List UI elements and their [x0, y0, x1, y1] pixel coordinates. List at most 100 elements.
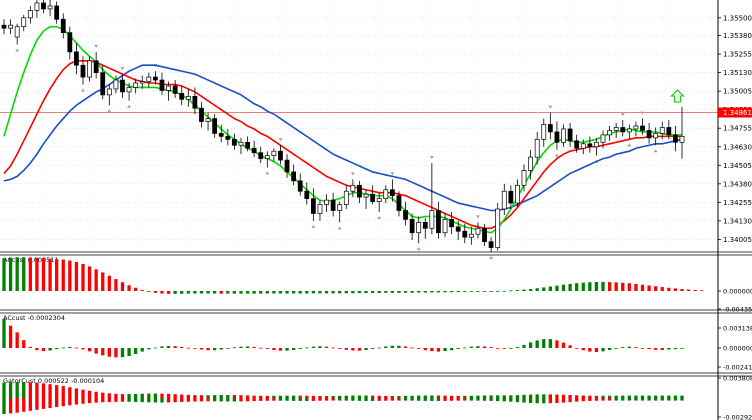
histogram-bar: [436, 291, 441, 293]
gator-lower-bar: [621, 398, 625, 401]
histogram-bar: [667, 348, 671, 350]
gator-upper-bar: [654, 395, 658, 398]
gator-lower-bar: [660, 398, 664, 401]
y-tick-label: 1.34630: [723, 143, 752, 151]
histogram-bar: [219, 291, 223, 294]
fractal-down-icon: [489, 256, 494, 259]
histogram-bar: [107, 275, 111, 291]
gator-upper-bar: [344, 395, 348, 398]
gator-lower-bar: [28, 398, 32, 411]
gator-lower-bar: [226, 398, 230, 402]
gator-lower-bar: [607, 398, 612, 401]
y-tick-label: 1.34005: [723, 236, 752, 244]
histogram-bar: [127, 285, 131, 291]
candle-body: [133, 82, 139, 88]
gator-lower-bar: [278, 398, 283, 401]
indicator-panel-1: ACcust 0.0005110.000000-0.004350: [2, 256, 752, 314]
histogram-bar: [621, 347, 625, 348]
gator-lower-bar: [377, 398, 381, 401]
y-tick-label: 1.35005: [723, 88, 752, 96]
histogram-bar: [561, 284, 566, 291]
candle-body: [640, 125, 645, 131]
histogram-bar: [22, 257, 26, 291]
candle-body: [620, 127, 626, 133]
candle-body: [47, 5, 53, 10]
gator-upper-bar: [351, 395, 355, 398]
candle-body: [205, 118, 211, 122]
gator-lower-bar: [673, 398, 678, 401]
gator-upper-bar: [607, 395, 612, 398]
histogram-bar: [127, 348, 131, 357]
histogram-bar: [673, 288, 678, 291]
gator-upper-bar: [509, 395, 513, 398]
fractal-up-icon: [120, 67, 125, 71]
gator-lower-bar: [634, 398, 638, 401]
y-tick-label: 0.000000: [723, 288, 752, 296]
gator-upper-bar: [384, 395, 388, 398]
histogram-bar: [417, 291, 421, 293]
candle-body: [370, 193, 376, 202]
y-tick-label: 0.003808: [723, 375, 752, 383]
gator-upper-bar: [324, 396, 329, 398]
histogram-bar: [160, 346, 164, 348]
candle-body: [673, 134, 678, 143]
histogram-bar: [265, 291, 269, 294]
gator-upper-bar: [180, 394, 184, 398]
y-tick-label: -0.004350: [723, 306, 752, 314]
histogram-bar: [568, 283, 572, 291]
gator-lower-bar: [575, 398, 579, 402]
histogram-bar: [436, 348, 441, 352]
gator-lower-bar: [324, 398, 329, 401]
histogram-bar: [199, 291, 204, 294]
histogram-bar: [74, 347, 79, 349]
gator-lower-bar: [417, 398, 421, 401]
histogram-bar: [101, 348, 105, 356]
histogram-bar: [522, 289, 526, 291]
histogram-bar: [417, 348, 421, 349]
histogram-bar: [285, 348, 289, 351]
gator-upper-bar: [403, 395, 408, 398]
histogram-bar: [199, 348, 204, 350]
gator-lower-bar: [614, 398, 618, 401]
gator-lower-bar: [212, 398, 217, 402]
histogram-bar: [206, 348, 210, 351]
candle-body: [659, 127, 665, 134]
gator-lower-bar: [390, 398, 395, 401]
histogram-bar: [410, 291, 414, 293]
histogram-bar: [384, 291, 388, 293]
histogram-bar: [107, 348, 111, 357]
histogram-bar: [351, 291, 355, 294]
gator-lower-bar: [35, 398, 39, 410]
gator-lower-bar: [259, 398, 263, 401]
gator-upper-bar: [68, 387, 72, 398]
histogram-bar: [647, 348, 651, 350]
gator-upper-bar: [212, 395, 217, 398]
histogram-bar: [114, 279, 118, 291]
candle-body: [528, 156, 533, 171]
gator-upper-bar: [226, 394, 230, 398]
gator-upper-bar: [74, 388, 79, 398]
histogram-bar: [482, 346, 487, 348]
histogram-bar: [81, 263, 85, 291]
gator-upper-bar: [147, 393, 151, 398]
histogram-bar: [686, 289, 691, 291]
gator-lower-bar: [627, 398, 631, 401]
y-tick-label: 1.34755: [723, 125, 752, 133]
y-tick-label: 1.34505: [723, 162, 752, 170]
gator-lower-bar: [173, 398, 177, 403]
candle-body: [357, 184, 362, 198]
gator-lower-bar: [193, 398, 197, 402]
histogram-bar: [463, 291, 467, 292]
gator-lower-bar: [482, 398, 487, 401]
ma-mid-line: [3, 59, 682, 230]
gator-lower-bar: [535, 398, 539, 404]
gator-lower-bar: [199, 398, 204, 402]
gator-lower-bar: [509, 398, 513, 402]
candle-body: [54, 5, 60, 20]
candle-body: [534, 138, 540, 158]
histogram-bar: [120, 282, 125, 291]
buy-arrow-icon: [670, 89, 685, 103]
gator-lower-bar: [153, 398, 158, 403]
histogram-bar: [245, 291, 250, 294]
gator-lower-bar: [640, 398, 645, 401]
